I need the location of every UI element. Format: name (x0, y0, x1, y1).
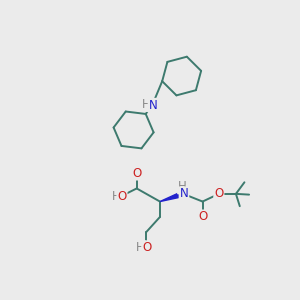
Text: O: O (132, 167, 141, 180)
Text: O: O (142, 241, 152, 254)
Text: N: N (180, 187, 188, 200)
Text: N: N (148, 99, 158, 112)
Text: O: O (198, 211, 207, 224)
Polygon shape (160, 191, 184, 202)
Text: H: H (178, 180, 187, 194)
Text: H: H (142, 98, 150, 111)
Text: H: H (111, 190, 120, 203)
Text: O: O (117, 190, 127, 203)
Text: H: H (136, 241, 145, 254)
Text: O: O (214, 187, 224, 200)
